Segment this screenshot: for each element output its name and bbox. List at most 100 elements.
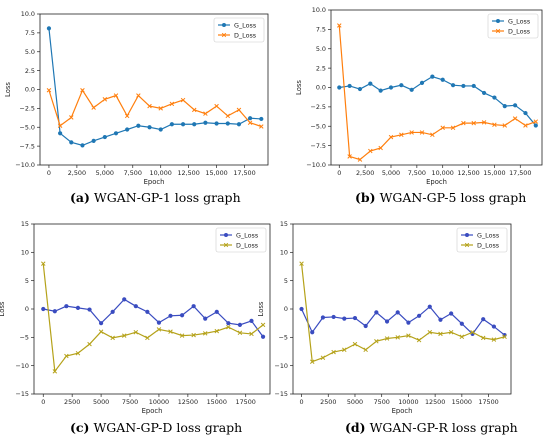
chart-d-ytick-label: −10 (275, 362, 289, 370)
chart-d-d-loss-point (416, 337, 422, 343)
chart-d-xtick-label: 5000 (347, 398, 363, 406)
chart-c-g-loss-line (43, 298, 264, 338)
chart-c-legend-box (215, 227, 267, 253)
chart-c-ytick-label: 15 (21, 220, 29, 228)
chart-c-ytick-label: −15 (16, 390, 30, 398)
chart-a-xtick-label: 15,000 (205, 169, 227, 177)
chart-c-g-loss-point (110, 309, 115, 314)
chart-c-d-loss-point (121, 333, 127, 338)
chart-a-g-loss-point (113, 131, 119, 136)
chart-b-ylabel: Loss (295, 80, 303, 95)
chart-d-d-loss-point (427, 329, 433, 335)
chart-b-g-loss-point (492, 95, 497, 100)
chart-b-d-loss-point (347, 154, 352, 159)
chart-a-series-g-loss (46, 26, 264, 148)
chart-d-xtick-label: 2500 (320, 398, 336, 406)
chart-c-g-loss-point (214, 309, 219, 314)
chart-c-g-loss-point (260, 334, 266, 339)
chart-b-d-loss-point (357, 157, 363, 162)
chart-d-g-loss-point (481, 317, 486, 322)
chart-d-ylabel: Loss (257, 301, 265, 316)
chart-d-g-loss-point (374, 310, 379, 315)
chart-a-ytick-label: 2.5 (25, 67, 35, 75)
chart-d-xtick-label: 12500 (425, 398, 445, 406)
chart-c-xtick-label: 0 (41, 398, 45, 406)
chart-a-g-loss-line (48, 28, 262, 147)
chart-d-d-loss-point (406, 333, 411, 338)
chart-d-series-d-loss (299, 261, 507, 364)
chart-d-ytick-label: 0 (284, 305, 288, 313)
chart-c-xtick-label: 5000 (93, 398, 109, 406)
chart-d-g-loss-point (320, 315, 326, 320)
chart-b-d-loss-point (419, 130, 425, 135)
chart-b-legend-d-loss-label: D_Loss (508, 27, 531, 35)
chart-b: 0 2,500 5,000 7,500 10,000 12,500 15,000 17,500… (295, 6, 543, 186)
chart-a-g-loss-point (236, 122, 242, 127)
chart-c-g-loss-point (203, 316, 208, 321)
chart-b-g-loss-point (378, 88, 383, 93)
chart-d-d-loss-point (491, 337, 497, 342)
chart-a-legend-g-loss-label: G_Loss (234, 21, 257, 29)
chart-d-g-loss-point (363, 323, 368, 329)
chart-a-xtick-label: 2,500 (68, 169, 86, 177)
chart-a-g-loss-point (203, 120, 208, 125)
chart-a-d-loss-point (191, 107, 197, 113)
chart-c-d-loss-point (110, 335, 115, 341)
chart-c-xlabel: Epoch (142, 407, 163, 415)
chart-a-xtick-label: 7,500 (124, 169, 142, 177)
chart-c-d-loss-point (260, 322, 266, 328)
chart-d-d-loss-point (299, 261, 304, 266)
chart-b-g-loss-point (399, 83, 404, 88)
chart-b-d-loss-point (337, 23, 342, 28)
chart-b-legend-g-loss-label: G_Loss (508, 17, 531, 25)
chart-d-d-loss-point (374, 339, 379, 344)
chart-d-ytick-label: −15 (275, 390, 289, 398)
chart-a-ytick-label: 10.0 (21, 10, 35, 18)
chart-c-g-loss-point (249, 318, 254, 323)
chart-b-g-loss-point (481, 90, 487, 96)
chart-c-d-loss-point (179, 333, 185, 338)
chart-b-d-loss-point (399, 132, 404, 138)
chart-b-d-loss-point (388, 134, 394, 140)
chart-a-g-loss-point (102, 134, 107, 140)
chart-b-xtick-label: 10,000 (432, 169, 454, 177)
chart-d-legend-g-loss-marker (465, 233, 469, 237)
chart-a-xtick-label: 12,500 (177, 169, 199, 177)
chart-d-ytick-label: 10 (280, 249, 288, 257)
chart-a-d-loss-point (136, 93, 141, 98)
chart-a-legend-d-loss-label: D_Loss (234, 31, 257, 39)
chart-c-xtick-label: 12500 (178, 398, 198, 406)
chart-a-d-loss-point (69, 115, 74, 120)
chart-d-xlabel: Epoch (392, 407, 413, 415)
chart-d-g-loss-point (310, 330, 315, 335)
chart-a-xtick-label: 5,000 (96, 169, 114, 177)
chart-a-d-loss-point (214, 103, 219, 109)
chart-a-g-loss-point (91, 138, 96, 143)
chart-b-g-loss-point (388, 85, 394, 90)
chart-c-ytick-label: 0 (25, 305, 29, 313)
caption-c-text: WGAN-GP-D loss graph (93, 420, 243, 435)
chart-b-d-loss-point (461, 120, 466, 126)
chart-d-d-loss-point (309, 359, 315, 364)
chart-a-g-loss-point (180, 122, 186, 127)
chart-b-d-loss-point (502, 123, 508, 128)
chart-c-g-loss-point (52, 309, 57, 314)
chart-b-d-loss-point (492, 122, 497, 127)
chart-b-g-loss-point (513, 103, 518, 108)
chart-b-g-loss-point (461, 83, 466, 89)
chart-d-d-loss-point (480, 335, 486, 341)
chart-b-ytick-label: 2.5 (316, 64, 326, 72)
chart-c-g-loss-point (237, 322, 243, 327)
chart-d-xtick-label: 7500 (374, 398, 390, 406)
chart-d-g-loss-point (384, 319, 390, 324)
chart-c-d-loss-point (145, 335, 150, 341)
chart-c-ylabel: Loss (0, 301, 6, 316)
chart-a-d-loss-point (236, 107, 242, 113)
chart-d-g-loss-point (449, 311, 454, 316)
chart-d-ytick-label: 5 (284, 277, 288, 285)
chart-c-d-loss-point (64, 353, 69, 359)
chart-a-d-loss-point (158, 106, 163, 111)
chart-a-ytick-label: −5.0 (19, 123, 35, 131)
caption-d: (d) WGAN-GP-R loss graph (345, 420, 518, 435)
chart-a-d-loss-point (91, 105, 96, 110)
